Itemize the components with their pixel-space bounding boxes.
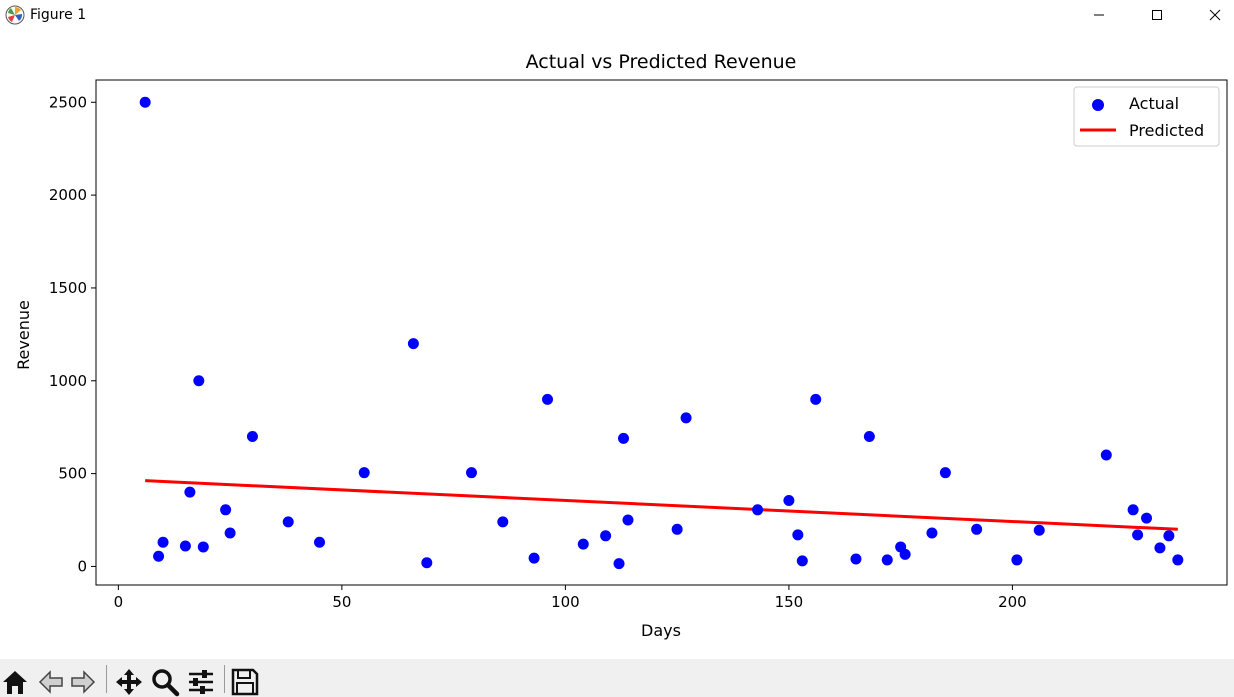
data-point (224, 527, 236, 539)
back-icon[interactable] (36, 667, 66, 697)
data-point (246, 430, 258, 442)
data-point (863, 430, 875, 442)
data-point (466, 467, 478, 479)
toolbar-separator (106, 665, 107, 693)
data-point (497, 516, 509, 528)
legend-label-predicted: Predicted (1129, 121, 1204, 140)
data-point (179, 540, 191, 552)
data-point (622, 514, 634, 526)
minimize-icon (1094, 14, 1104, 16)
data-point (1172, 554, 1184, 566)
data-point (783, 495, 795, 507)
data-point (358, 467, 370, 479)
save-icon[interactable] (230, 667, 260, 697)
y-tick-label: 2500 (49, 93, 87, 111)
data-point (881, 554, 893, 566)
y-tick-label: 2000 (49, 186, 87, 204)
data-point (407, 338, 419, 350)
data-point (157, 536, 169, 548)
data-point (1100, 449, 1112, 461)
y-tick-label: 1500 (49, 279, 87, 297)
data-point (926, 527, 938, 539)
close-icon (1209, 9, 1221, 21)
data-point (220, 504, 232, 516)
axes-frame (95, 79, 1228, 586)
navigation-toolbar (0, 659, 1234, 697)
data-point (752, 504, 764, 516)
data-point (139, 96, 151, 108)
data-point (197, 541, 209, 553)
data-point (1163, 530, 1175, 542)
data-point (1011, 554, 1023, 566)
minimize-button[interactable] (1070, 0, 1128, 30)
data-point (899, 548, 911, 560)
data-point (1127, 504, 1139, 516)
data-point (618, 432, 630, 444)
data-point (314, 536, 326, 548)
close-button[interactable] (1186, 0, 1234, 30)
data-point (542, 393, 554, 405)
x-tick-label: 150 (775, 593, 804, 611)
data-point (1033, 524, 1045, 536)
home-icon[interactable] (0, 667, 30, 697)
chart-title: Actual vs Predicted Revenue (526, 51, 797, 73)
forward-icon[interactable] (68, 667, 98, 697)
data-point (613, 558, 625, 570)
legend-label-actual: Actual (1129, 94, 1179, 113)
data-point (1132, 529, 1144, 541)
data-point (850, 553, 862, 565)
x-tick-label: 50 (332, 593, 351, 611)
zoom-icon[interactable] (150, 667, 180, 697)
data-point (680, 412, 692, 424)
window-title-bar: Figure 1 (0, 0, 1234, 32)
predicted-line (145, 479, 1178, 531)
data-point (577, 538, 589, 550)
pan-icon[interactable] (114, 667, 144, 697)
x-tick-label: 200 (998, 593, 1027, 611)
data-point (971, 523, 983, 535)
data-point (600, 530, 612, 542)
toolbar-separator (224, 665, 225, 693)
data-point (193, 375, 205, 387)
data-point (939, 467, 951, 479)
data-point (796, 555, 808, 567)
data-point (153, 550, 165, 562)
data-point (184, 486, 196, 498)
data-point (810, 393, 822, 405)
chart: Actual vs Predicted Revenue 0 50 100 150 200… (14, 51, 1228, 640)
legend-marker-actual (1092, 99, 1104, 111)
maximize-button[interactable] (1128, 0, 1186, 30)
data-point (1141, 512, 1153, 524)
legend: Actual Predicted (1073, 86, 1220, 147)
matplotlib-logo-icon (5, 5, 25, 25)
data-point (282, 516, 294, 528)
y-axis-label: Revenue (14, 300, 33, 370)
x-tick-label: 100 (551, 593, 580, 611)
data-point (792, 529, 804, 541)
data-point (421, 557, 433, 569)
data-point (528, 552, 540, 564)
data-point (671, 523, 683, 535)
maximize-icon (1152, 10, 1162, 20)
y-tick-label: 1000 (49, 372, 87, 390)
configure-subplots-icon[interactable] (186, 667, 216, 697)
window-title: Figure 1 (30, 7, 87, 23)
y-tick-label: 0 (77, 557, 87, 575)
x-tick-label: 0 (114, 593, 124, 611)
data-point (1154, 542, 1166, 554)
y-tick-label: 500 (58, 465, 87, 483)
x-axis-label: Days (641, 621, 681, 640)
figure-canvas[interactable]: Actual vs Predicted Revenue 0 50 100 150 200… (0, 32, 1234, 659)
